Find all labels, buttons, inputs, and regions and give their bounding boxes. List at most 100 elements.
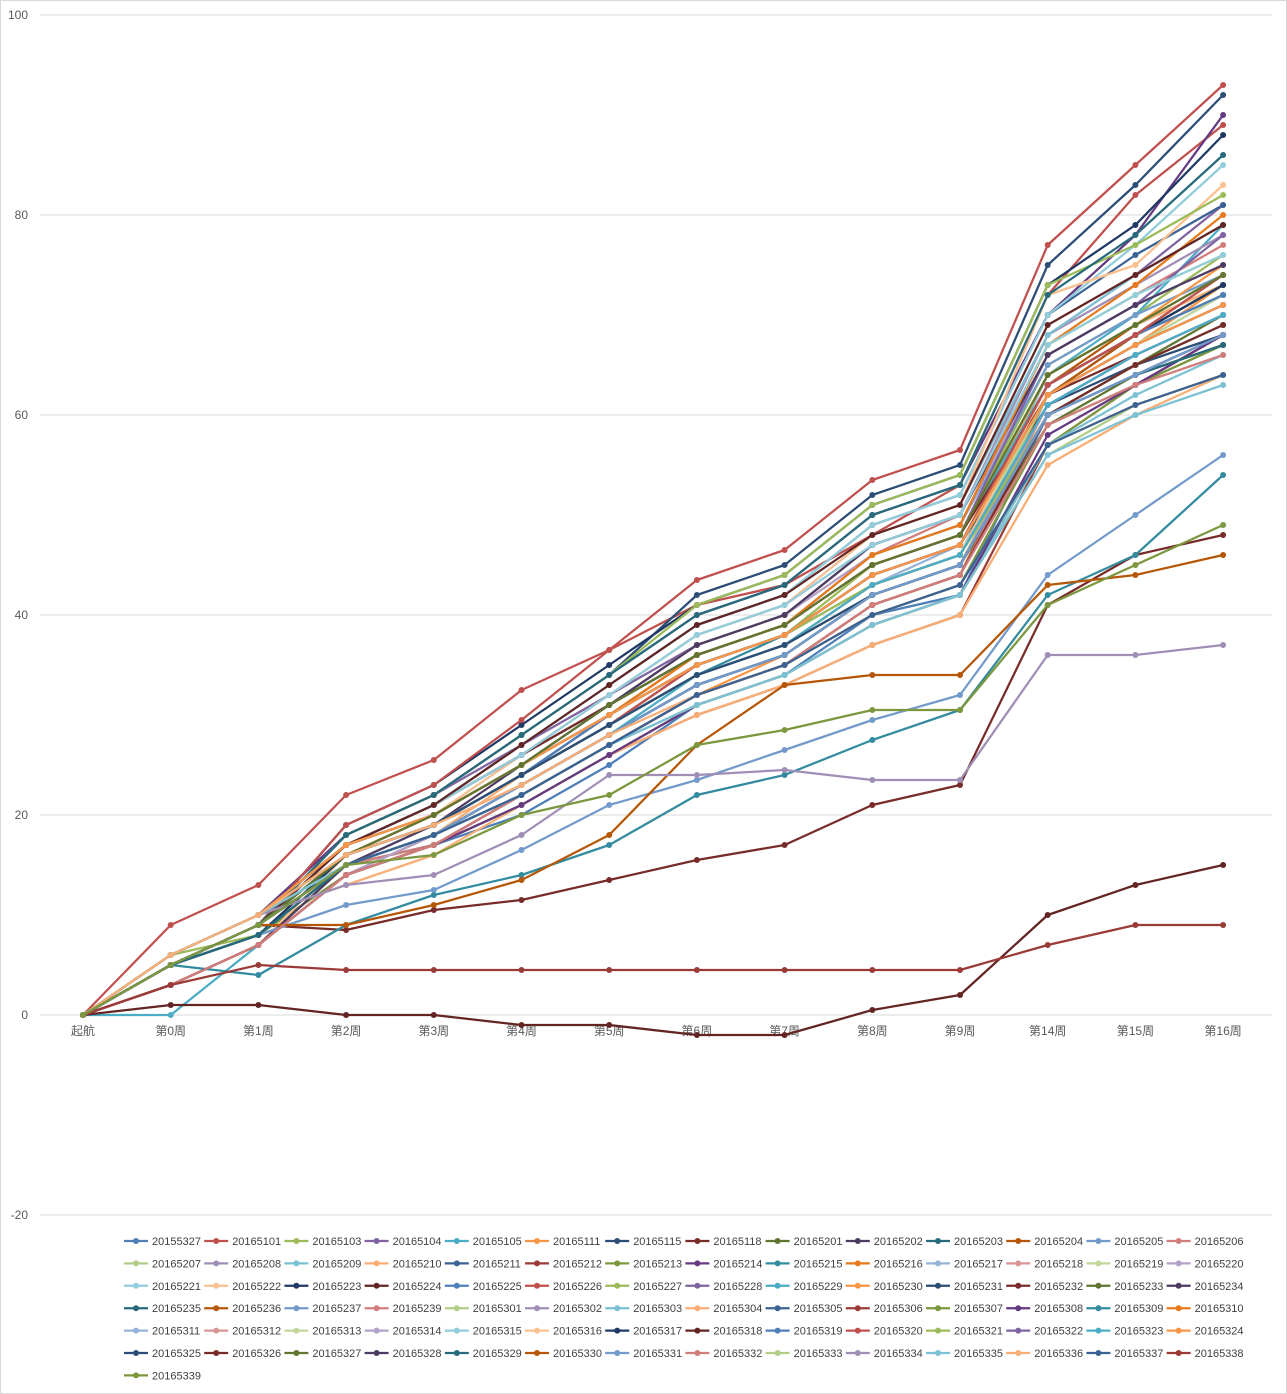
legend-entry: 20165216 xyxy=(845,1258,923,1270)
legend-entry: 20165324 xyxy=(1166,1326,1244,1338)
legend-label: 20165213 xyxy=(633,1258,682,1270)
data-point xyxy=(693,662,700,668)
series-line xyxy=(81,283,1225,1017)
data-point xyxy=(1220,232,1227,238)
data-point xyxy=(343,882,350,888)
legend-swatch-marker xyxy=(213,1305,220,1312)
series-lines xyxy=(80,82,1227,1038)
data-point xyxy=(693,632,700,638)
data-point xyxy=(957,447,963,453)
data-point xyxy=(1220,92,1227,98)
data-point xyxy=(1044,452,1051,458)
legend-label: 20165101 xyxy=(232,1236,281,1248)
legend-label: 20165333 xyxy=(794,1348,843,1360)
legend-entry: 20165111 xyxy=(525,1236,600,1248)
series-line xyxy=(81,203,1225,1017)
data-point xyxy=(1220,642,1227,648)
legend-entry: 20165201 xyxy=(765,1236,843,1248)
legend-entry: 20165310 xyxy=(1166,1303,1244,1315)
legend-swatch-marker xyxy=(534,1327,540,1334)
data-point xyxy=(606,712,613,718)
legend-swatch-marker xyxy=(694,1238,701,1244)
legend-swatch-marker xyxy=(694,1350,701,1356)
data-point xyxy=(957,512,963,518)
legend-swatch-marker xyxy=(614,1260,621,1267)
data-point xyxy=(693,622,700,628)
legend-entry: 20165319 xyxy=(765,1326,843,1338)
legend-entry: 20165329 xyxy=(444,1348,522,1360)
x-tick-label: 第2周 xyxy=(331,1024,362,1038)
series-20165115 xyxy=(80,92,1227,1018)
data-point xyxy=(343,832,350,838)
data-point xyxy=(781,592,788,598)
data-point xyxy=(1220,312,1227,318)
legend-label: 20165111 xyxy=(553,1236,600,1248)
data-point xyxy=(957,532,963,538)
legend-label: 20165302 xyxy=(553,1303,602,1315)
data-point xyxy=(1132,162,1139,168)
data-point xyxy=(430,907,437,913)
legend-label: 20165328 xyxy=(393,1348,442,1360)
x-tick-label: 第14周 xyxy=(1029,1024,1066,1038)
y-tick-label: 40 xyxy=(15,608,29,622)
data-point xyxy=(1132,192,1139,198)
series-20165224 xyxy=(80,862,1227,1038)
series-line xyxy=(81,193,1225,1017)
y-tick-label: 60 xyxy=(15,408,29,422)
data-point xyxy=(518,872,525,878)
data-point xyxy=(80,1012,86,1018)
legend-swatch-marker xyxy=(534,1350,540,1356)
legend-label: 20165228 xyxy=(713,1281,762,1293)
legend-entry: 20165339 xyxy=(124,1370,201,1382)
legend-swatch-marker xyxy=(534,1260,540,1267)
data-point xyxy=(1132,262,1139,268)
data-point xyxy=(1220,342,1227,348)
legend-entry: 20165312 xyxy=(204,1326,281,1338)
data-point xyxy=(869,492,876,498)
legend-label: 20165235 xyxy=(152,1303,201,1315)
legend-swatch-marker xyxy=(935,1260,941,1267)
legend-label: 20165315 xyxy=(473,1326,522,1338)
series-20165104 xyxy=(80,202,1227,1018)
legend-swatch-marker xyxy=(774,1282,781,1289)
data-point xyxy=(1044,312,1051,318)
legend-entry: 20165115 xyxy=(605,1236,681,1248)
data-point xyxy=(1044,942,1051,948)
series-20165228 xyxy=(80,232,1227,1018)
legend-swatch-marker xyxy=(453,1350,460,1356)
data-point xyxy=(693,602,700,608)
legend-entry: 20165331 xyxy=(605,1348,682,1360)
legend-label: 20165307 xyxy=(954,1303,1003,1315)
legend-label: 20165237 xyxy=(312,1303,361,1315)
data-point xyxy=(869,582,876,588)
data-point xyxy=(167,1002,174,1008)
data-point xyxy=(1132,292,1139,298)
series-line xyxy=(81,383,1225,1017)
data-point xyxy=(606,1022,613,1028)
data-point xyxy=(255,932,262,938)
data-point xyxy=(518,732,525,738)
legend-swatch-marker xyxy=(614,1238,621,1244)
legend-swatch-marker xyxy=(1175,1327,1182,1334)
data-point xyxy=(957,572,963,578)
data-point xyxy=(1132,272,1139,278)
data-point xyxy=(1132,512,1139,518)
data-point xyxy=(430,812,437,818)
legend-label: 20155327 xyxy=(152,1236,201,1248)
legend-label: 20165313 xyxy=(312,1326,361,1338)
data-point xyxy=(1044,602,1051,608)
legend-label: 20165306 xyxy=(874,1303,923,1315)
data-point xyxy=(167,1012,174,1018)
legend-swatch-marker xyxy=(935,1305,941,1312)
data-point xyxy=(430,822,437,828)
data-point xyxy=(606,672,613,678)
series-line xyxy=(81,93,1225,1017)
data-point xyxy=(518,812,525,818)
legend-swatch-marker xyxy=(133,1327,139,1334)
legend-entry: 20165118 xyxy=(685,1236,762,1248)
series-line xyxy=(81,203,1225,1017)
data-point xyxy=(343,822,350,828)
series-20165208 xyxy=(80,232,1227,1018)
data-point xyxy=(693,682,700,688)
data-point xyxy=(606,682,613,688)
